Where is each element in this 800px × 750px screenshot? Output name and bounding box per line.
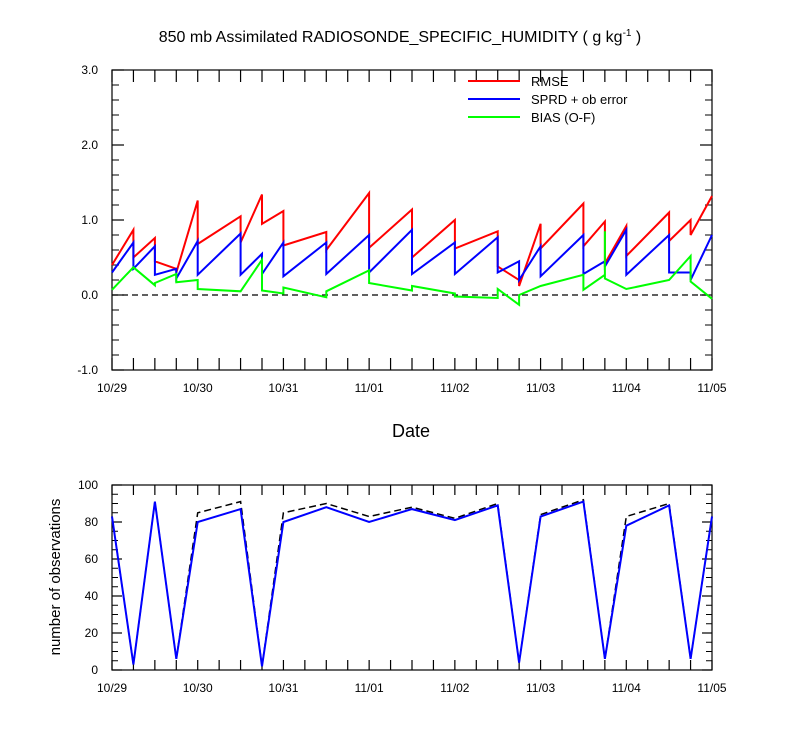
title-superscript: -1 [623,28,632,39]
x-tick-label: 10/30 [183,681,213,695]
x-tick-label: 10/30 [183,381,213,395]
chart-title: 850 mb Assimilated RADIOSONDE_SPECIFIC_H… [159,28,642,46]
series-line-total-observations [111,498,713,667]
y-tick-label: -1.0 [77,363,98,377]
x-tick-label: 11/05 [697,381,726,395]
x-tick-label: 11/04 [612,381,641,395]
x-tick-label: 11/05 [697,681,726,695]
y-tick-label: 80 [85,515,99,529]
y-axis-label-observations: number of observations [47,499,64,656]
y-tick-label: 100 [78,478,98,492]
x-tick-label: 11/02 [440,381,469,395]
title-main: 850 mb Assimilated RADIOSONDE_SPECIFIC_H… [159,29,623,46]
series-line-bias-o-f [111,231,713,307]
x-tick-label: 11/02 [440,681,469,695]
x-tick-label: 10/31 [268,381,298,395]
top-plot: 10/29 10/30 10/31 11/01 11/02 11/03 11/04 11/05… [77,63,727,395]
y-tick-label: 2.0 [81,138,98,152]
x-tick-label: 11/04 [612,681,641,695]
x-tick-label: 10/31 [268,681,298,695]
x-tick-label: 10/29 [97,681,127,695]
x-tick-label: 11/03 [526,681,555,695]
x-tick-label: 11/01 [355,381,384,395]
x-tick-label: 11/01 [355,681,384,695]
title-tail: ) [631,29,641,46]
y-tick-label: 0 [91,663,98,677]
plot-frame [111,484,713,671]
y-tick-label: 1.0 [81,213,98,227]
y-tick-label: 60 [85,552,99,566]
legend-label: RMSE [531,74,569,89]
legend-label: SPRD + ob error [531,92,628,107]
series-line-sprd-ob-error [111,226,713,284]
y-tick-label: 0.0 [81,288,98,302]
x-axis-label: Date [392,421,430,441]
x-tick-label: 11/03 [526,381,555,395]
y-tick-label: 3.0 [81,63,98,77]
bottom-plot: 10/29 10/30 10/31 11/01 11/02 11/03 11/04 11/05… [78,478,727,695]
legend-label: BIAS (O-F) [531,110,595,125]
legend: RMSE SPRD + ob error BIAS (O-F) [468,74,628,125]
y-tick-label: 40 [85,589,99,603]
y-tick-label: 20 [85,626,99,640]
x-tick-label: 10/29 [97,381,127,395]
series-line-assimilated-observations [111,500,713,667]
